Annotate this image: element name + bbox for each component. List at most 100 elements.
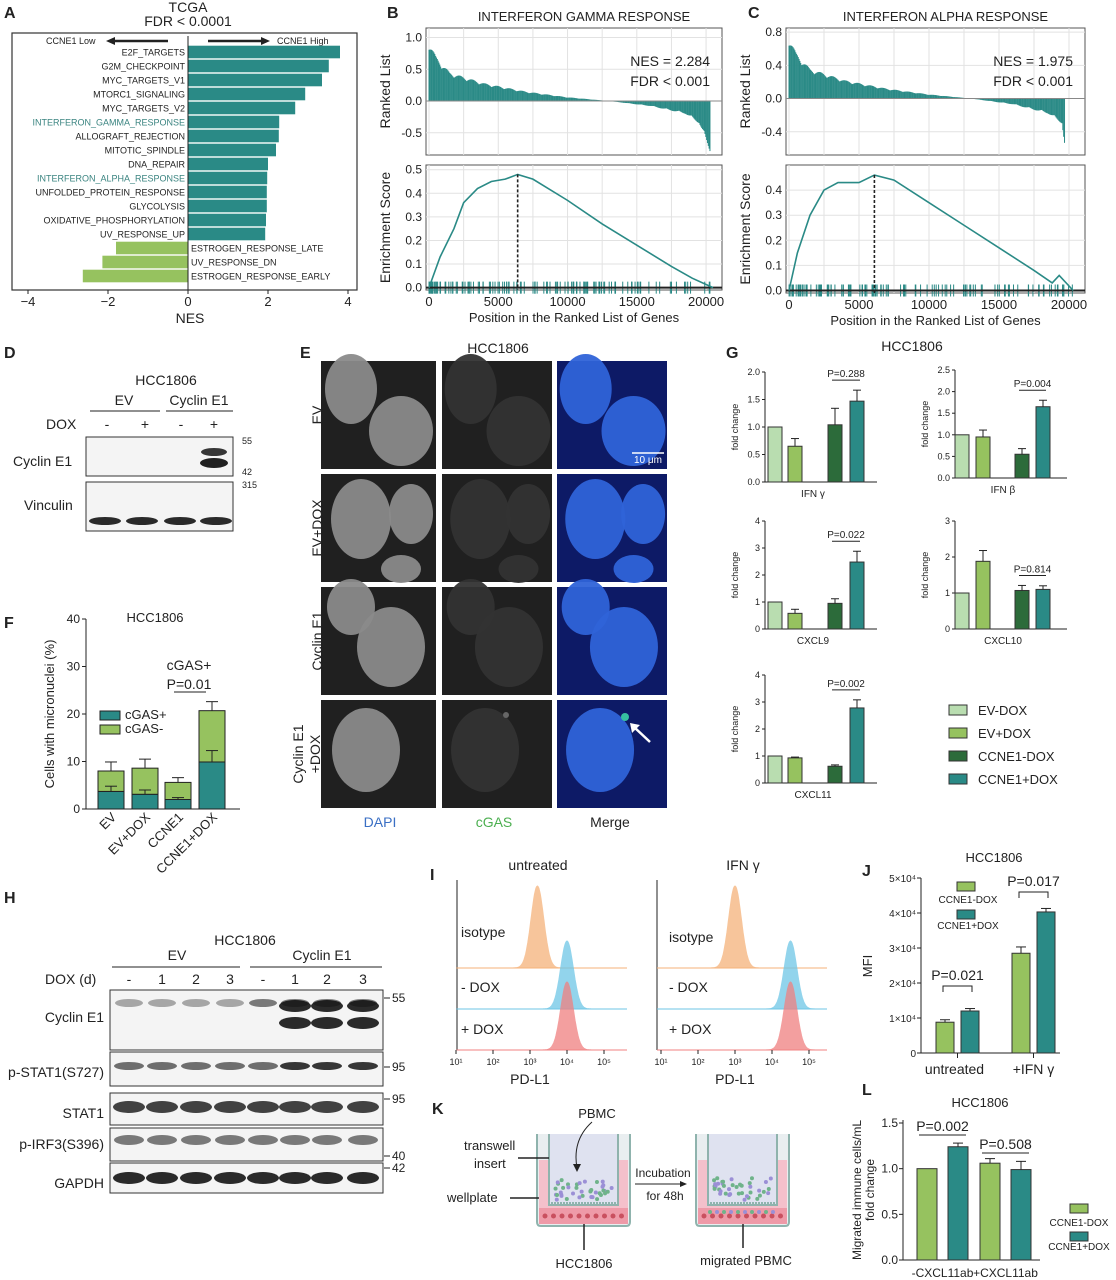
ccne1-high-label: CCNE1 High: [277, 36, 329, 46]
panel-letter: J: [862, 863, 871, 880]
legend-swatch: [956, 909, 976, 920]
legend-swatch: [99, 710, 121, 721]
migrated-cell: [764, 1210, 768, 1214]
pbmc-cell: [757, 1193, 762, 1198]
pbmc-cell: [757, 1188, 762, 1193]
axis-label: MFI: [860, 955, 875, 977]
tick-label: 0.0: [937, 473, 950, 483]
pbmc-cell: [723, 1191, 728, 1196]
chart-title: TCGA: [169, 0, 209, 15]
tick-label: 2: [264, 294, 271, 309]
category-label: UV_RESPONSE_DN: [191, 258, 277, 268]
panel-letter: H: [4, 890, 16, 907]
legend-swatch: [948, 773, 968, 785]
tick-label: 5×10⁴: [889, 874, 916, 885]
tick-label: 3: [945, 516, 950, 526]
blot-band: [113, 1101, 145, 1113]
axis-label: PD-L1: [715, 1071, 755, 1087]
axis-label: Position in the Ranked List of Genes: [830, 313, 1041, 328]
blot-band: [126, 517, 158, 525]
tick-label: 0.4: [765, 183, 782, 197]
blot-membrane: [109, 989, 384, 1051]
gene-label: CXCL11: [794, 790, 831, 801]
pbmc-cell: [565, 1182, 570, 1187]
tumor-cell: [559, 1213, 565, 1219]
tick-label: 0: [73, 802, 80, 816]
plot-frame: [11, 32, 358, 291]
chart-title: HCC1806: [881, 338, 943, 354]
tumor-cell: [769, 1213, 775, 1219]
tick-label: 3: [755, 697, 760, 707]
pbmc-cell: [748, 1190, 753, 1195]
lane-label: 2: [323, 971, 331, 987]
pbmc-cell: [555, 1192, 560, 1197]
panel-letter: L: [862, 1082, 872, 1099]
pbmc-cell: [577, 1195, 582, 1200]
tick-label: 1.0: [937, 430, 950, 440]
tick-label: 0: [785, 297, 792, 312]
bottom-plot-frame: [425, 164, 723, 291]
pbmc-cell: [768, 1176, 773, 1181]
subplot-2: 0 1 2 3 4 fold change P=0.022 CXCL9: [730, 516, 877, 647]
enrichment-score-line: [788, 174, 1074, 292]
panel-letter: K: [432, 1101, 444, 1118]
row-label: Cyclin E1: [290, 724, 306, 783]
pbmc-cell: [712, 1186, 717, 1191]
nucleus: [389, 484, 433, 544]
blot-band: [348, 1062, 378, 1070]
blot-band: [146, 1172, 178, 1184]
tick-label: 1.5: [747, 395, 760, 405]
nucleus: [450, 479, 511, 559]
category-label: MTORC1_SIGNALING: [93, 90, 185, 100]
nes-value: NES = 2.284: [630, 53, 710, 69]
nucleus: [331, 479, 391, 559]
category-label: UNFOLDED_PROTEIN_RESPONSE: [35, 188, 185, 198]
blot-band: [248, 1062, 278, 1070]
gene-label: IFN γ: [801, 489, 825, 500]
blot-band: [311, 1172, 343, 1184]
blot-band: [347, 1172, 379, 1184]
nucleus: [327, 579, 375, 635]
blot-band: [147, 1062, 177, 1070]
bar: [188, 115, 280, 129]
bar: [954, 434, 970, 479]
bar-cgas-negative: [164, 781, 192, 801]
tick-label: 2: [755, 570, 760, 580]
migrated-cell: [715, 1210, 719, 1214]
category-label: ESTROGEN_RESPONSE_LATE: [191, 244, 323, 254]
pbmc-cell: [755, 1196, 760, 1201]
tick-label: 0.0: [747, 477, 760, 487]
tumor-cell: [718, 1213, 724, 1219]
legend-label: CCNE1+DOX: [978, 772, 1058, 787]
top-plot-frame: [425, 27, 723, 156]
tick-label: 2: [755, 724, 760, 734]
legend-label: CCNE1+DOX: [1048, 1242, 1110, 1253]
arrow-icon: [633, 726, 651, 743]
bar: [1011, 952, 1031, 1054]
nucleus: [381, 555, 421, 583]
tick-label: 1: [755, 751, 760, 761]
blot-band: [182, 999, 210, 1007]
tumor-cell: [710, 1213, 715, 1219]
panel-l-migration-chart: HCC1806 0.0 0.5 1.0 1.5 Migrated immune cells…: [850, 1095, 1110, 1280]
tumor-cell: [619, 1213, 624, 1219]
nucleus: [601, 396, 666, 466]
tumor-cell: [593, 1213, 599, 1219]
tick-label: 0.5: [405, 163, 422, 177]
blot-band: [311, 1000, 343, 1012]
pbmc-cell: [747, 1181, 752, 1186]
tick-label: 0.0: [881, 1253, 898, 1267]
category-label: OXIDATIVE_PHOSPHORYLATION: [43, 216, 185, 226]
blot-band: [280, 1062, 310, 1070]
wellplate-label: wellplate: [446, 1190, 498, 1205]
tick-label: 10⁴: [765, 1057, 779, 1067]
pbmc-cell: [748, 1184, 753, 1189]
tick-label: 4: [344, 294, 351, 309]
blot-band: [347, 1017, 379, 1029]
pbmc-cell: [729, 1177, 734, 1182]
gene-label: CXCL10: [984, 636, 1022, 647]
nucleus: [565, 479, 626, 559]
blot-band: [164, 517, 196, 525]
column-label: Merge: [590, 814, 630, 830]
pbmc-cell: [559, 1178, 564, 1183]
